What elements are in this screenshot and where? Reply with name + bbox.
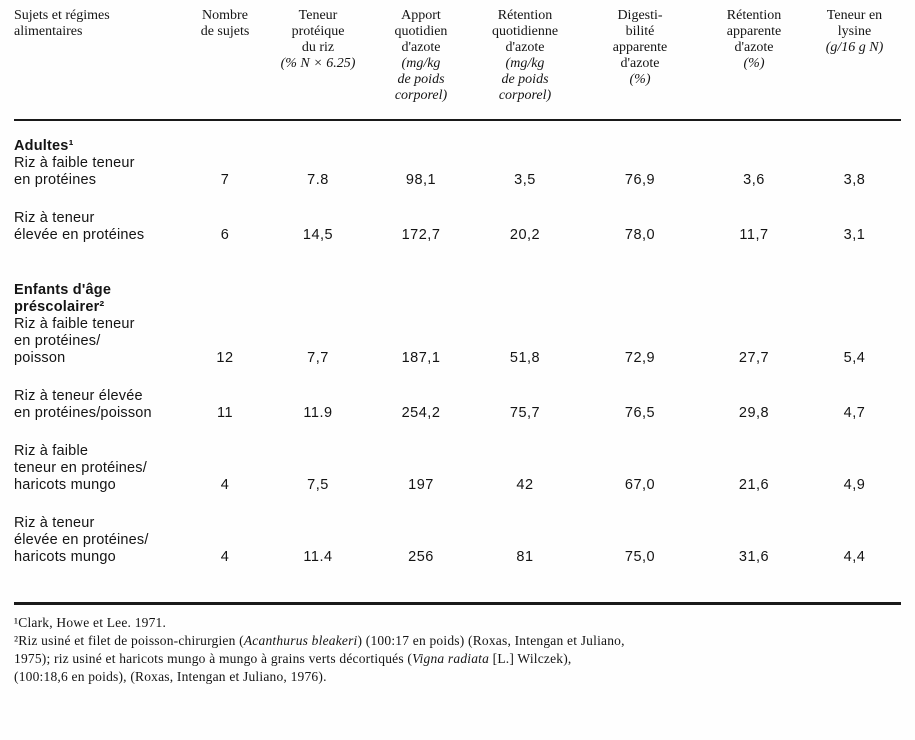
table-row: Riz à teneur élevée en protéines/poisson…	[14, 367, 901, 422]
table-row: Riz à faible teneur en protéines/ poisso…	[14, 316, 901, 367]
cell-value: 172,7	[401, 227, 441, 243]
col-header-title: Sujets et régimes alimentaires	[14, 8, 110, 39]
cell-value: 256	[408, 549, 434, 565]
col-header-title: Digesti- bilité apparente d'azote	[612, 8, 668, 71]
footnote-text: ) (100:17 en poids) (Roxas, Intengan et …	[357, 633, 625, 648]
col-header-digestibilite: Digesti- bilité apparente d'azote (%)	[580, 8, 700, 121]
col-header-title: Teneur protéique du riz	[291, 8, 345, 55]
footnote-line-2: ²Riz usiné et filet de poisson-chirurgie…	[14, 632, 901, 650]
col-header-apport-azote: Apport quotidien d'azote (mg/kg de poids…	[372, 8, 470, 121]
section-heading-text: Adultes¹	[14, 138, 74, 154]
footnote-line-3: 1975); riz usiné et haricots mungo à mun…	[14, 650, 901, 668]
cell-value: 4,9	[843, 477, 866, 493]
row-label: Riz à faible teneur en protéines/ poisso…	[14, 316, 135, 366]
col-header-title: Rétention apparente d'azote	[726, 8, 782, 55]
footnote-text: 1975); riz usiné et haricots mungo à mun…	[14, 651, 413, 666]
cell-value: 76,9	[624, 172, 656, 188]
section-heading-adultes: Adultes¹	[14, 120, 901, 155]
table-row: Riz à faible teneur en protéines/ harico…	[14, 422, 901, 494]
cell-value: 3,1	[843, 227, 866, 243]
col-header-teneur-proteique: Teneur protéique du riz (% N × 6.25)	[264, 8, 372, 121]
section-heading-text: Enfants d'âge préscolairer²	[14, 282, 112, 315]
cell-value: 197	[408, 477, 434, 493]
cell-value: 98,1	[405, 172, 437, 188]
cell-value: 78,0	[624, 227, 656, 243]
footnote-species-name: Acanthurus bleakeri	[243, 633, 358, 648]
cell-value: 29,8	[738, 405, 770, 421]
cell-value: 4	[220, 549, 230, 565]
cell-value: 11	[216, 405, 234, 421]
cell-value: 4,4	[843, 549, 866, 565]
table-row: Riz à faible teneur en protéines 7 7.8 9…	[14, 155, 901, 189]
cell-value: 11.4	[303, 549, 333, 565]
cell-value: 187,1	[401, 350, 441, 366]
cell-value: 11,7	[739, 227, 769, 243]
row-label: Riz à faible teneur en protéines/ harico…	[14, 443, 147, 493]
cell-value: 7,7	[307, 350, 329, 366]
section-heading-enfants: Enfants d'âge préscolairer²	[14, 244, 901, 316]
cell-value: 7,5	[307, 477, 329, 493]
cell-value: 4	[220, 477, 230, 493]
col-header-nombre: Nombre de sujets	[186, 8, 264, 121]
table-row: Riz à teneur élevée en protéines 6 14,5 …	[14, 189, 901, 244]
col-header-title: Teneur en lysine	[826, 8, 883, 39]
col-header-unit: (% N × 6.25)	[280, 56, 356, 71]
row-label: Riz à teneur élevée en protéines/ harico…	[14, 515, 149, 565]
cell-value: 7.8	[307, 172, 329, 188]
col-header-unit: (%)	[743, 56, 765, 71]
cell-value: 5,4	[843, 350, 866, 366]
cell-value: 51,8	[509, 350, 541, 366]
col-header-title: Apport quotidien d'azote	[394, 8, 448, 55]
cell-value: 12	[216, 350, 234, 366]
row-label: Riz à teneur élevée en protéines	[14, 210, 145, 243]
footnote-line-4: (100:18,6 en poids), (Roxas, Intengan et…	[14, 669, 327, 684]
row-label: Riz à faible teneur en protéines	[14, 155, 135, 188]
cell-value: 6	[220, 227, 230, 243]
col-header-unit: (mg/kg de poids corporel)	[498, 56, 552, 103]
cell-value: 3,6	[743, 172, 765, 188]
col-header-unit: (g/16 g N)	[825, 40, 884, 55]
table-row: Riz à teneur élevée en protéines/ harico…	[14, 494, 901, 604]
cell-value: 11.9	[303, 405, 333, 421]
cell-value: 7	[220, 172, 230, 188]
cell-value: 3,8	[843, 172, 866, 188]
col-header-title: Nombre de sujets	[200, 8, 250, 39]
footnote-line-1: ¹Clark, Howe et Lee. 1971.	[14, 615, 167, 630]
footnotes: ¹Clark, Howe et Lee. 1971. ²Riz usiné et…	[14, 614, 901, 686]
cell-value: 4,7	[843, 405, 866, 421]
row-label: Riz à teneur élevée en protéines/poisson	[14, 388, 152, 421]
cell-value: 72,9	[624, 350, 656, 366]
cell-value: 67,0	[624, 477, 656, 493]
cell-value: 20,2	[509, 227, 541, 243]
col-header-unit: (mg/kg de poids corporel)	[394, 56, 448, 103]
col-header-sujets: Sujets et régimes alimentaires	[14, 8, 186, 121]
col-header-retention-quotidienne: Rétention quotidienne d'azote (mg/kg de …	[470, 8, 580, 121]
footnote-species-name: Vigna radiata	[412, 651, 490, 666]
cell-value: 14,5	[302, 227, 334, 243]
header-row: Sujets et régimes alimentaires Nombre de…	[14, 8, 901, 121]
cell-value: 21,6	[738, 477, 770, 493]
cell-value: 42	[516, 477, 534, 493]
cell-value: 3,5	[514, 172, 536, 188]
cell-value: 76,5	[624, 405, 656, 421]
col-header-lysine: Teneur en lysine (g/16 g N)	[808, 8, 901, 121]
nutrition-table: Sujets et régimes alimentaires Nombre de…	[14, 8, 901, 605]
cell-value: 75,7	[509, 405, 541, 421]
footnote-text: [L.] Wilczek),	[489, 651, 572, 666]
cell-value: 31,6	[738, 549, 770, 565]
col-header-retention-apparente: Rétention apparente d'azote (%)	[700, 8, 808, 121]
cell-value: 75,0	[624, 549, 656, 565]
cell-value: 81	[516, 549, 534, 565]
col-header-unit: (%)	[629, 72, 651, 87]
footnote-text: ²Riz usiné et filet de poisson-chirurgie…	[14, 633, 244, 648]
col-header-title: Rétention quotidienne d'azote	[491, 8, 559, 55]
cell-value: 27,7	[738, 350, 770, 366]
cell-value: 254,2	[401, 405, 441, 421]
